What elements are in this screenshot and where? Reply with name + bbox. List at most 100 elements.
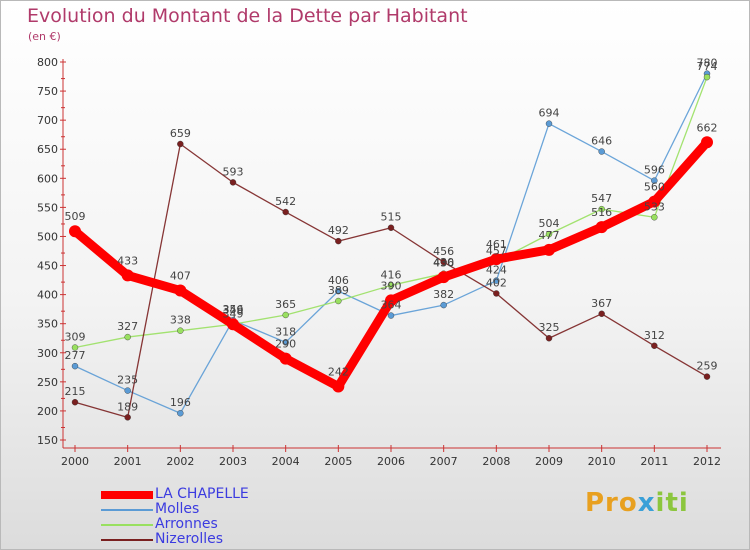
data-point xyxy=(124,414,131,421)
data-point xyxy=(177,410,184,417)
data-point xyxy=(651,177,658,184)
proxiti-logo: Proxiti xyxy=(585,488,689,518)
data-point xyxy=(71,344,79,351)
logo-part: iti xyxy=(655,488,689,518)
data-label: 338 xyxy=(170,314,191,327)
legend-item-arronnes: Arronnes xyxy=(101,517,249,532)
data-label: 242 xyxy=(328,365,349,378)
data-point xyxy=(282,339,289,346)
legend: LA CHAPELLE Molles Arronnes Nizerolles xyxy=(101,487,249,547)
data-label: 259 xyxy=(697,360,718,373)
x-tick-label: 2009 xyxy=(535,455,563,468)
y-tick-label: 300 xyxy=(37,347,58,360)
data-label: 327 xyxy=(117,320,138,333)
axes: 150 200 250 300 350 400 450 500 550 600 650 700 750 8… xyxy=(37,56,721,468)
x-tick-label: 2008 xyxy=(482,455,510,468)
y-tick-label: 350 xyxy=(37,318,58,331)
data-label: 382 xyxy=(433,288,454,301)
data-point xyxy=(227,318,239,331)
y-tick-label: 700 xyxy=(37,114,58,127)
data-point xyxy=(543,243,555,256)
data-label: 367 xyxy=(591,297,612,310)
data-point xyxy=(279,352,292,365)
data-label: 318 xyxy=(275,325,296,338)
data-label: 646 xyxy=(591,135,612,148)
data-label: 235 xyxy=(117,374,138,387)
x-tick-label: 2003 xyxy=(219,455,247,468)
data-point xyxy=(703,73,711,81)
data-label: 309 xyxy=(65,331,86,344)
data-label: 389 xyxy=(328,284,349,297)
data-label: 509 xyxy=(65,210,86,223)
data-point xyxy=(598,148,605,155)
data-label: 533 xyxy=(644,200,665,213)
data-label: 277 xyxy=(65,349,86,362)
legend-item-nizerolles: Nizerolles xyxy=(101,532,249,547)
data-label: 662 xyxy=(697,121,718,134)
x-tick-label: 2007 xyxy=(430,455,458,468)
y-tick-label: 150 xyxy=(37,434,58,447)
data-point xyxy=(437,271,450,284)
data-label: 196 xyxy=(170,396,191,409)
data-point xyxy=(493,290,500,297)
data-point xyxy=(703,373,711,380)
data-label: 290 xyxy=(275,338,296,351)
y-tick-label: 250 xyxy=(37,376,58,389)
data-label: 593 xyxy=(223,165,244,178)
data-point xyxy=(493,277,500,284)
data-label: 596 xyxy=(644,164,665,177)
data-label: 356 xyxy=(223,303,244,316)
data-point xyxy=(332,380,345,393)
data-labels: 277 235 196 356 318 406 364 382 424 694 646 596 780 3… xyxy=(65,57,718,414)
data-label: 349 xyxy=(223,303,244,316)
data-label: 774 xyxy=(697,60,718,73)
data-label: 461 xyxy=(486,238,507,251)
legend-label: LA CHAPELLE xyxy=(155,486,249,502)
data-label: 694 xyxy=(539,107,560,120)
y-tick-label: 450 xyxy=(37,260,58,273)
data-label: 477 xyxy=(539,229,560,242)
data-label: 407 xyxy=(170,270,191,283)
data-label: 780 xyxy=(697,57,718,70)
data-label: 365 xyxy=(275,298,296,311)
legend-label: Molles xyxy=(155,501,200,517)
data-point xyxy=(335,287,342,295)
x-tick-label: 2006 xyxy=(377,455,405,468)
series-line xyxy=(70,137,712,391)
legend-swatch xyxy=(101,523,153,526)
data-label: 542 xyxy=(275,195,296,208)
data-label: 424 xyxy=(486,264,507,277)
y-tick-label: 200 xyxy=(37,405,58,418)
data-label: 390 xyxy=(381,279,402,292)
series-line xyxy=(74,72,708,414)
data-point xyxy=(440,301,447,309)
data-point xyxy=(701,136,713,149)
data-point xyxy=(440,258,447,266)
data-point xyxy=(490,253,503,266)
data-label: 364 xyxy=(381,299,402,312)
data-point xyxy=(651,342,658,349)
y-tick-label: 750 xyxy=(37,85,58,98)
legend-swatch xyxy=(101,508,153,511)
data-point xyxy=(595,221,608,234)
y-tick-label: 600 xyxy=(37,172,58,185)
data-label: 516 xyxy=(591,206,612,219)
legend-item-la-chapelle: LA CHAPELLE xyxy=(101,487,249,502)
series-points xyxy=(69,70,713,421)
data-label: 430 xyxy=(433,256,454,269)
data-label: 504 xyxy=(539,217,560,230)
data-label: 433 xyxy=(117,254,138,267)
data-point xyxy=(229,179,237,186)
x-tick-label: 2011 xyxy=(640,455,668,468)
data-label: 436 xyxy=(433,257,454,270)
data-point xyxy=(174,284,187,297)
data-label: 402 xyxy=(486,276,507,289)
legend-label: Arronnes xyxy=(155,516,218,532)
data-point xyxy=(71,399,79,406)
data-point xyxy=(69,225,81,238)
data-label: 560 xyxy=(644,181,665,194)
legend-item-molles: Molles xyxy=(101,502,249,517)
data-label: 492 xyxy=(328,224,349,237)
data-point xyxy=(124,333,131,341)
y-tick-label: 550 xyxy=(37,201,58,214)
